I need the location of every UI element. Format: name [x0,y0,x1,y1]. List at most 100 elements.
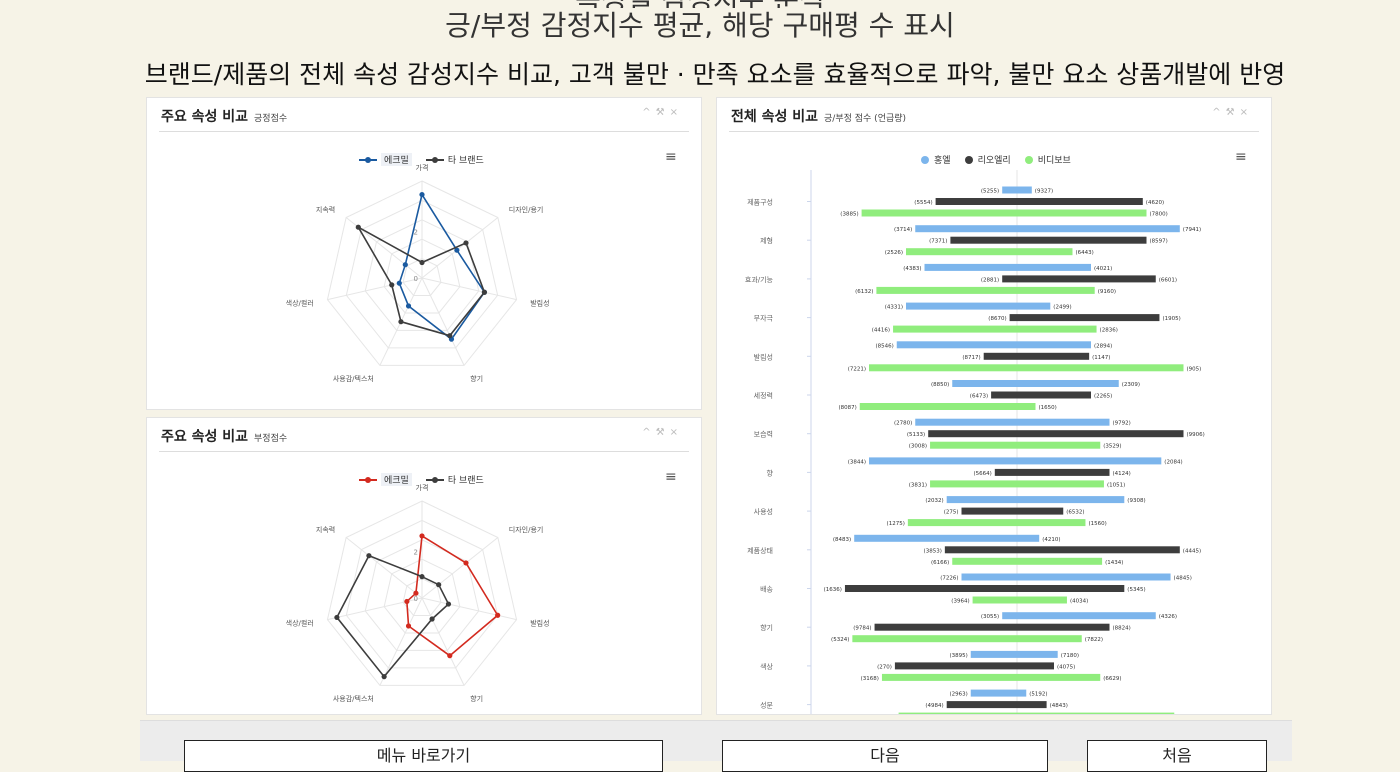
bar-data-label-negative: (8087) [838,405,856,411]
panel-controls: ^⚒× [642,107,683,118]
bar-category-label: 향 [767,468,774,477]
bar-data-label-positive: (2309) [1122,382,1140,388]
bar-negative [952,557,1017,565]
bar-positive [1017,573,1171,581]
legend-item-series-2[interactable]: 타 브랜드 [425,153,484,166]
radar-point [405,623,412,629]
radar-point [389,282,395,288]
chart-menu-icon[interactable]: ≡ [665,469,677,485]
radar-grid-ring [383,558,461,634]
bar-positive [1017,689,1027,697]
bar-data-label-positive: (8597) [1150,239,1168,245]
radar-point [405,303,412,309]
bar-data-label-positive: (2836) [1100,328,1118,334]
wrench-icon[interactable]: ⚒ [655,427,670,438]
bar-data-label-positive: (9792) [1113,421,1131,427]
bar-data-label-positive: (2265) [1094,394,1112,400]
next-button[interactable]: 다음 [722,740,1048,772]
bar-data-label-positive: (3529) [1103,444,1121,450]
panel-divider [729,131,1259,132]
bar-positive [1017,635,1082,643]
bar-data-label-negative: (5554) [914,200,932,206]
bar-negative [1002,186,1017,194]
bar-data-label-negative: (270) [877,664,892,670]
bar-data-label-negative: (4984) [925,703,943,709]
section-title: 속성별 감성지수 분석 [0,0,1400,8]
bar-positive [1017,612,1156,620]
bar-data-label-negative: (2780) [894,421,912,427]
bar-data-label-negative: (6132) [855,289,873,295]
legend-item-series-2[interactable]: 타 브랜드 [425,473,484,486]
bar-negative [935,198,1017,205]
bar-data-label-negative: (275) [944,510,959,516]
legend-marker-icon [359,476,377,484]
bar-positive [1017,364,1184,372]
panel-subtitle: 부정점수 [254,434,288,444]
radar-point [355,224,361,230]
radar-grid-ring [345,519,499,669]
bar-data-label-positive: (5345) [1127,587,1145,593]
bar-data-label-negative: (2881) [981,277,999,283]
bar-data-label-negative: (4331) [885,305,903,311]
radar-grid-ring [402,258,442,296]
legend-marker-icon [425,156,444,164]
panel-title: 주요 속성 비교 부정점수 [161,429,288,445]
radar-point [447,653,453,659]
home-button[interactable]: 처음 [1087,740,1267,772]
chart-legend: 에크밀 타 브랜드 [359,153,498,166]
bar-data-label-negative: (7226) [940,576,958,582]
close-icon[interactable]: × [669,107,683,118]
chart-menu-icon[interactable]: ≡ [1235,149,1247,165]
bar-negative [944,546,1017,554]
close-icon[interactable]: × [669,427,683,438]
radar-point [396,280,402,286]
close-icon[interactable]: × [1239,107,1253,118]
bar-negative [930,441,1017,449]
bar-negative [983,352,1017,360]
radar-axis-line [421,537,499,599]
bar-negative [861,209,1017,217]
radar-point [402,262,408,268]
bar-data-label-positive: (6443) [1076,250,1094,256]
legend-dot-icon [1024,155,1033,164]
bar-data-label-negative: (8717) [962,355,980,361]
legend-item-series-2[interactable]: 리오엘리 [964,153,1011,166]
legend-item-series-1[interactable]: 에크밀 [359,473,412,486]
legend-item-series-3[interactable]: 비디보브 [1024,153,1071,166]
bar-negative [907,519,1017,527]
bar-negative [991,391,1017,399]
bar-data-label-positive: (4075) [1057,664,1075,670]
radar-category-label: 사용감/텍스처 [333,694,374,703]
chart-menu-icon[interactable]: ≡ [665,149,677,165]
bar-positive [1017,403,1036,410]
radar-point [454,247,460,253]
bar-negative [1009,314,1017,322]
legend-item-series-1[interactable]: 에크밀 [359,153,412,166]
bar-negative [924,263,1017,271]
bar-negative [854,534,1017,542]
bar-positive [1017,225,1180,233]
bar-negative [1002,275,1017,283]
bar-data-label-negative: (2963) [949,692,967,698]
bar-category-label: 배송 [760,585,773,594]
legend-item-series-1[interactable]: 홍엘 [921,153,951,166]
menu-shortcut-button[interactable]: 메뉴 바로가기 [184,740,663,772]
collapse-icon[interactable]: ^ [642,107,656,118]
bar-positive [1017,314,1160,322]
radar-grid-ring [345,199,499,349]
radar-category-label: 가격 [416,163,429,172]
radar-point [413,590,419,596]
radar-tick-label: 2 [414,228,418,236]
collapse-icon[interactable]: ^ [1212,107,1226,118]
bar-negative [852,635,1017,643]
radar-axis-line [421,597,517,621]
bar-data-label-negative: (8546) [875,343,893,349]
wrench-icon[interactable]: ⚒ [655,107,670,118]
collapse-icon[interactable]: ^ [642,427,656,438]
bar-category-label: 제품상태 [747,546,773,555]
bar-positive [1017,468,1110,476]
wrench-icon[interactable]: ⚒ [1225,107,1240,118]
radar-category-label: 지속력 [316,205,335,214]
bar-data-label-positive: (4445) [1183,548,1201,554]
